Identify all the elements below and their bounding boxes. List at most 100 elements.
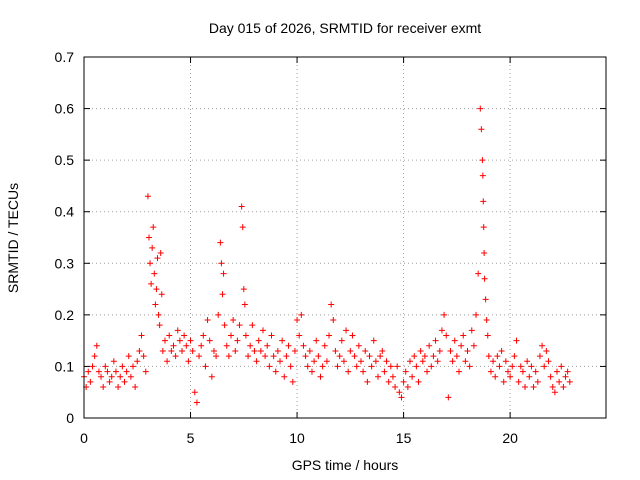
- data-point: [492, 373, 499, 380]
- data-point: [123, 368, 130, 375]
- data-point: [396, 389, 403, 396]
- data-point: [560, 384, 567, 391]
- data-point: [100, 384, 107, 391]
- data-point: [543, 347, 550, 354]
- data-point: [419, 358, 426, 365]
- data-point: [240, 286, 247, 293]
- chart-title: Day 015 of 2026, SRMTID for receiver exm…: [209, 20, 481, 36]
- data-point: [172, 353, 179, 360]
- data-point: [473, 311, 480, 318]
- x-tick-label: 15: [396, 430, 412, 446]
- data-point: [475, 270, 482, 277]
- data-point: [106, 378, 113, 385]
- x-tick-label: 10: [289, 430, 305, 446]
- data-point: [179, 347, 186, 354]
- data-point: [338, 337, 345, 344]
- data-point: [362, 347, 369, 354]
- data-point: [468, 327, 475, 334]
- data-point: [159, 347, 166, 354]
- data-point: [383, 358, 390, 365]
- data-point: [313, 337, 320, 344]
- data-point: [502, 358, 509, 365]
- data-point: [534, 378, 541, 385]
- data-point: [517, 363, 524, 370]
- data-point: [328, 301, 335, 308]
- data-point: [436, 347, 443, 354]
- data-point: [556, 378, 563, 385]
- data-point: [213, 353, 220, 360]
- data-point: [498, 347, 505, 354]
- data-point: [536, 353, 543, 360]
- data-point: [541, 363, 548, 370]
- y-tick-label: 0: [66, 410, 74, 426]
- data-point: [330, 317, 337, 324]
- data-point: [257, 347, 264, 354]
- data-point: [264, 342, 271, 349]
- data-point: [366, 353, 373, 360]
- data-point: [360, 368, 367, 375]
- data-point: [234, 337, 241, 344]
- data-point: [387, 363, 394, 370]
- data-point: [115, 384, 122, 391]
- data-point: [389, 373, 396, 380]
- data-point: [262, 353, 269, 360]
- data-point: [483, 317, 490, 324]
- data-point: [151, 270, 158, 277]
- data-point: [285, 342, 292, 349]
- data-point: [385, 378, 392, 385]
- data-point: [176, 337, 183, 344]
- x-axis-label: GPS time / hours: [292, 457, 399, 473]
- data-point: [121, 378, 128, 385]
- data-point: [215, 311, 222, 318]
- data-point: [239, 224, 246, 231]
- data-point: [494, 353, 501, 360]
- data-point: [487, 368, 494, 375]
- data-point: [130, 363, 137, 370]
- data-point: [187, 337, 194, 344]
- data-point: [490, 358, 497, 365]
- data-point: [522, 384, 529, 391]
- data-point: [496, 363, 503, 370]
- data-point: [191, 389, 198, 396]
- data-point: [127, 373, 134, 380]
- data-point: [402, 368, 409, 375]
- data-points: [81, 105, 573, 406]
- data-point: [148, 280, 155, 287]
- data-point: [417, 347, 424, 354]
- data-point: [157, 249, 164, 256]
- data-point: [485, 353, 492, 360]
- data-point: [394, 363, 401, 370]
- data-point: [480, 198, 487, 205]
- data-point: [447, 347, 454, 354]
- data-point: [183, 342, 190, 349]
- data-point: [413, 363, 420, 370]
- data-point: [306, 347, 313, 354]
- data-point: [296, 332, 303, 339]
- data-point: [112, 368, 119, 375]
- data-point: [259, 327, 266, 334]
- data-point: [266, 363, 273, 370]
- data-point: [484, 332, 491, 339]
- data-point: [509, 363, 516, 370]
- data-point: [270, 353, 277, 360]
- data-point: [279, 337, 286, 344]
- data-point: [370, 337, 377, 344]
- data-point: [289, 378, 296, 385]
- data-point: [140, 353, 147, 360]
- data-point: [336, 353, 343, 360]
- y-tick-label: 0.3: [55, 255, 75, 271]
- data-point: [334, 363, 341, 370]
- data-point: [477, 105, 484, 112]
- data-point: [368, 363, 375, 370]
- data-point: [144, 193, 151, 200]
- data-point: [204, 317, 211, 324]
- data-point: [161, 337, 168, 344]
- data-point: [453, 353, 460, 360]
- data-point: [355, 342, 362, 349]
- data-point: [545, 358, 552, 365]
- data-point: [480, 224, 487, 231]
- data-point: [249, 322, 256, 329]
- data-point: [277, 358, 284, 365]
- data-point: [479, 157, 486, 164]
